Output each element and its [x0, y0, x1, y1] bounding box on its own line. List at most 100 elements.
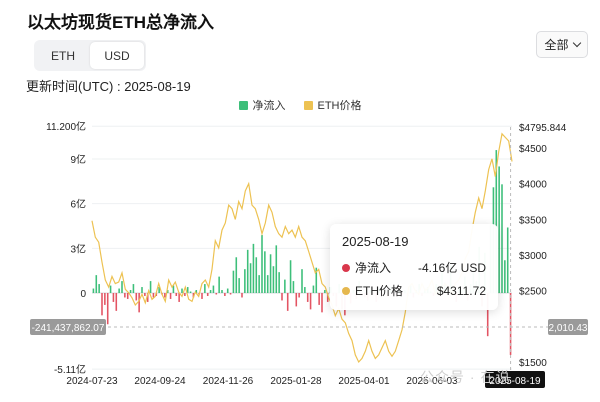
unit-toggle: ETH USD — [34, 40, 146, 71]
bar-netflow — [298, 293, 300, 298]
chart-tooltip: 2025-08-19 净流入 -4.16亿 USD ETH价格 $4311.72 — [330, 224, 498, 310]
tooltip-row-inflow: 净流入 -4.16亿 USD — [342, 259, 486, 276]
bar-netflow — [109, 285, 112, 293]
bar-netflow — [312, 285, 315, 293]
bar-netflow — [104, 293, 106, 305]
tooltip-value-inflow: -4.16亿 USD — [417, 261, 486, 275]
bar-netflow — [106, 293, 109, 325]
bar-netflow — [95, 275, 98, 293]
tooltip-name-price: ETH价格 — [355, 284, 404, 298]
y-right-tick-label: $4500 — [519, 144, 547, 155]
bar-netflow — [186, 287, 189, 293]
bar-netflow — [178, 293, 180, 302]
bar-netflow — [504, 260, 506, 293]
range-dropdown[interactable]: 全部 — [536, 31, 588, 58]
bar-netflow — [126, 293, 129, 299]
x-highlight-label: 2025-08-19 — [489, 376, 541, 387]
x-tick-label: 2025-06-03 — [406, 376, 458, 387]
x-tick-label: 2024-09-24 — [134, 376, 186, 387]
bar-netflow — [124, 293, 126, 298]
bar-netflow — [278, 272, 280, 293]
bar-netflow — [255, 257, 258, 293]
bar-netflow — [326, 293, 329, 302]
y-right-tick-label: $3000 — [519, 251, 547, 262]
bar-netflow — [158, 287, 160, 293]
y-right-tick-label: $2500 — [519, 287, 547, 298]
bar-netflow — [92, 288, 95, 293]
crosshair-left-label: -241,437,862.07 — [32, 323, 105, 334]
bar-netflow — [304, 287, 306, 293]
legend-label-price: ETH价格 — [317, 100, 362, 112]
x-tick-label: 2024-07-23 — [66, 376, 118, 387]
bar-netflow — [246, 249, 249, 293]
bar-netflow — [321, 293, 323, 313]
bar-netflow — [235, 257, 238, 293]
y-right-tick-label: $4000 — [519, 180, 547, 191]
bar-netflow — [266, 275, 269, 293]
bar-netflow — [281, 293, 283, 301]
page-title: 以太坊现货ETH总净流入 — [27, 13, 214, 32]
bar-netflow — [309, 293, 312, 310]
unit-usd-button[interactable]: USD — [90, 42, 144, 69]
bar-netflow — [166, 290, 169, 293]
bar-netflow — [258, 275, 260, 293]
bar-netflow — [121, 281, 123, 293]
legend-item-inflow[interactable]: 净流入 — [238, 97, 286, 113]
x-highlight-label-bg — [485, 371, 545, 388]
bar-netflow — [486, 293, 489, 337]
bar-netflow — [201, 293, 203, 299]
bar-netflow — [169, 293, 172, 299]
bar-netflow — [315, 267, 318, 293]
bar-netflow — [292, 281, 295, 293]
bar-netflow — [224, 293, 226, 296]
unit-eth-button[interactable]: ETH — [51, 48, 75, 63]
bar-netflow — [138, 293, 140, 313]
netflow-chart[interactable]: 11.200亿 9亿 6亿 3亿 0 -5.11亿 $4795.844 $4500 $4000 $… — [0, 112, 600, 402]
y-left-tick-label: 3亿 — [70, 242, 86, 255]
bar-netflow — [252, 243, 255, 293]
bar-netflow — [149, 281, 152, 293]
bar-netflow — [206, 293, 209, 296]
bar-netflow — [135, 293, 138, 301]
bar-netflow — [172, 285, 175, 293]
bar-netflow — [244, 269, 246, 293]
tooltip-name-inflow: 净流入 — [355, 261, 392, 275]
y-right-tick-label: $1500 — [519, 358, 547, 369]
bar-netflow — [215, 293, 218, 295]
bar-netflow — [192, 293, 195, 298]
bar-netflow — [204, 284, 206, 293]
bar-netflow — [144, 293, 146, 296]
y-right-tick-label: $3500 — [519, 215, 547, 226]
bar-netflow — [306, 293, 309, 302]
y-left-tick-label: 6亿 — [70, 198, 86, 211]
bar-netflow — [98, 284, 100, 293]
bar-netflow — [218, 276, 220, 293]
legend-swatch-price — [303, 100, 313, 110]
bar-netflow — [509, 293, 512, 355]
bar-netflow — [141, 287, 143, 293]
bar-netflow — [164, 293, 166, 298]
bar-netflow — [286, 293, 289, 311]
bar-netflow — [238, 278, 240, 293]
chevron-down-icon — [572, 38, 581, 48]
y-left-tick-label: 11.200亿 — [46, 120, 86, 133]
bar-netflow — [175, 293, 178, 296]
x-tick-label: 2025-04-01 — [338, 376, 390, 387]
tooltip-dot-price — [342, 286, 350, 295]
y-left-tick-label: 9亿 — [70, 153, 86, 166]
bar-netflow — [275, 245, 278, 293]
bar-netflow — [212, 285, 215, 293]
bar-netflow — [269, 254, 272, 293]
bar-netflow — [189, 291, 192, 293]
bar-netflow — [152, 293, 155, 298]
y-left-tick-label: -5.11亿 — [54, 363, 86, 376]
bar-netflow — [249, 263, 252, 293]
bar-netflow — [289, 260, 292, 293]
bar-netflow — [132, 284, 135, 293]
bar-netflow — [506, 227, 509, 293]
legend-swatch-inflow — [238, 100, 248, 110]
bar-netflow — [118, 288, 120, 293]
bar-netflow — [209, 290, 212, 293]
y-right-tick-label: $4795.844 — [519, 123, 567, 134]
legend-item-price[interactable]: ETH价格 — [303, 97, 362, 113]
